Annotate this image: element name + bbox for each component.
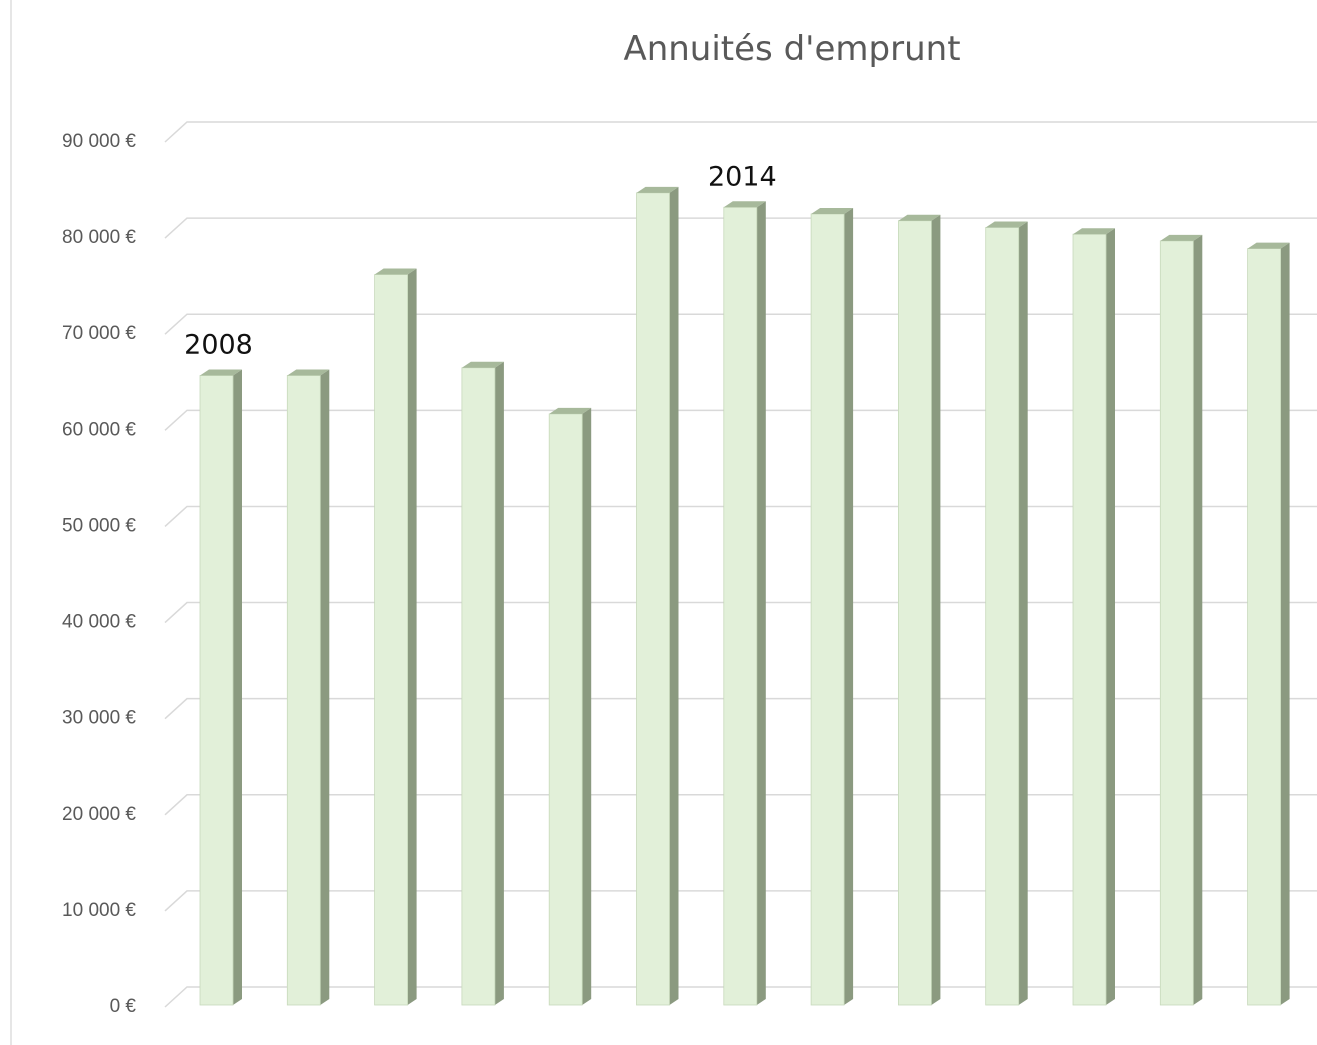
bar (374, 268, 417, 1006)
y-tick-label: 90 000 € (62, 131, 136, 152)
gridline (164, 121, 1317, 143)
y-tick-label: 10 000 € (62, 900, 136, 921)
bar-side (1018, 221, 1028, 1005)
bar-top (723, 201, 766, 208)
bar-top (200, 369, 242, 376)
bar-front (199, 375, 234, 1006)
y-tick-label: 20 000 € (62, 804, 136, 825)
bar (898, 214, 941, 1006)
bar-front (1072, 233, 1107, 1006)
bar-front (1159, 240, 1194, 1006)
annotation-label: 2008 (184, 329, 253, 360)
bar-side (931, 214, 941, 1005)
bar (810, 208, 854, 1006)
bar (286, 369, 330, 1006)
bar (548, 407, 592, 1006)
bar-front (1247, 248, 1281, 1006)
bar-front (898, 220, 932, 1006)
bar-top (461, 361, 504, 368)
bar-top (636, 186, 679, 193)
bar-front (985, 227, 1020, 1006)
chart-title: Annuités d'emprunt (623, 29, 960, 69)
bar-side (233, 369, 242, 1005)
bar (199, 369, 242, 1006)
bar-top (549, 407, 592, 414)
bar-side (844, 208, 854, 1005)
bar-front (461, 367, 496, 1006)
bar-annotations: 2008 2014 (184, 161, 777, 360)
bar-top (1073, 228, 1115, 235)
bar-side (669, 186, 679, 1006)
bar (723, 201, 766, 1006)
bar-front (636, 192, 670, 1006)
bar-top (374, 268, 417, 275)
bar-side (320, 369, 330, 1005)
bar-top (898, 214, 941, 221)
bar-top (985, 221, 1028, 228)
y-tick-label: 70 000 € (62, 323, 136, 344)
y-tick-label: 80 000 € (62, 227, 136, 248)
left-border-rule (10, 0, 12, 1045)
bar (636, 186, 679, 1006)
bar (1159, 234, 1203, 1006)
bar-side (494, 361, 504, 1005)
y-tick-label: 50 000 € (62, 515, 136, 536)
y-axis-tick-labels: 0 € 10 000 € 20 000 € 30 000 € 40 000 € 50 00… (62, 131, 136, 1017)
bar-front (286, 375, 321, 1006)
bar (1072, 228, 1115, 1006)
bar (985, 221, 1028, 1006)
bars (199, 186, 1290, 1006)
bar (1247, 242, 1290, 1006)
bar-top (1247, 242, 1290, 249)
bar-side (1193, 234, 1203, 1005)
y-tick-label: 60 000 € (62, 419, 136, 440)
y-tick-label: 40 000 € (62, 612, 136, 633)
y-tick-label: 30 000 € (62, 708, 136, 729)
bar-side (1280, 242, 1290, 1005)
bar-side (756, 201, 766, 1005)
bar-side (582, 407, 592, 1006)
annotation-label: 2014 (708, 161, 777, 192)
bar-front (548, 413, 583, 1006)
bar-top (287, 369, 330, 376)
bar-front (810, 213, 845, 1006)
bar (461, 361, 504, 1006)
bar-top (1160, 234, 1203, 241)
y-tick-label: 0 € (110, 996, 137, 1017)
bar-top (811, 208, 854, 215)
bar-front (374, 274, 409, 1006)
bar-side (1106, 228, 1115, 1005)
bar-side (407, 268, 417, 1005)
bar-front (723, 206, 758, 1006)
